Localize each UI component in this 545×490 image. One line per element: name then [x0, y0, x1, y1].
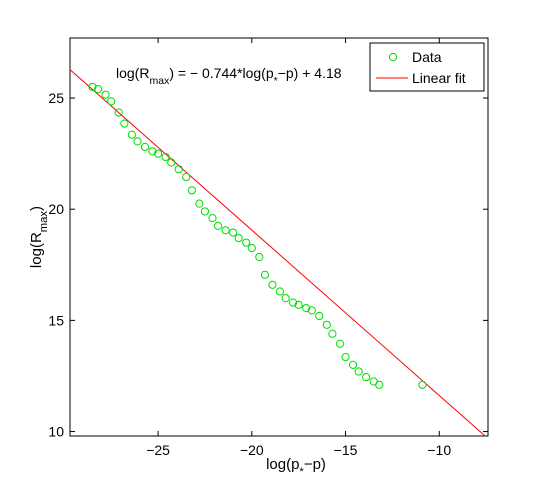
- data-point: [348, 360, 358, 369]
- data-point: [94, 85, 103, 94]
- data-point: [294, 300, 303, 309]
- legend-box: [369, 42, 485, 92]
- data-point: [208, 214, 217, 223]
- linear-fit-line: [69, 69, 486, 437]
- data-point: [281, 294, 290, 303]
- legend: Data Linear fit: [369, 42, 485, 92]
- data-point: [354, 367, 363, 376]
- y-axis-label: log(Rmax): [28, 206, 50, 268]
- legend-fit-label: Linear fit: [412, 70, 466, 86]
- data-point: [228, 228, 238, 237]
- data-points-group: [88, 82, 427, 389]
- data-point: [362, 372, 371, 382]
- fit-line-group: [69, 69, 486, 437]
- x-axis-label: log(p*−p): [266, 456, 326, 478]
- data-point: [322, 320, 331, 329]
- x-tick-label: −20: [240, 442, 264, 458]
- data-point: [328, 329, 337, 338]
- data-point: [255, 252, 264, 262]
- data-point: [133, 137, 142, 146]
- data-point: [200, 207, 210, 216]
- data-point: [375, 380, 384, 389]
- data-point: [161, 152, 170, 162]
- data-point: [234, 234, 243, 243]
- data-point: [315, 311, 324, 321]
- data-point: [148, 147, 157, 156]
- legend-data-label: Data: [412, 49, 442, 65]
- x-tick-label: −10: [427, 442, 451, 458]
- data-point: [182, 172, 191, 182]
- y-tick-label: 20: [48, 201, 64, 217]
- data-point: [247, 244, 256, 253]
- x-tick-label: −25: [146, 442, 170, 458]
- data-point: [101, 90, 110, 99]
- y-tick-label: 10: [48, 424, 64, 440]
- data-point: [88, 82, 97, 92]
- data-point: [335, 339, 345, 348]
- data-point: [275, 287, 285, 296]
- data-point: [174, 165, 183, 174]
- ticks-group: −25 −20 −15 −10 10 15 20 25: [48, 38, 488, 458]
- data-point: [302, 304, 311, 313]
- data-point: [167, 158, 176, 167]
- data-point: [120, 119, 129, 128]
- data-point: [107, 97, 116, 106]
- data-point: [114, 108, 123, 117]
- data-point: [341, 352, 350, 362]
- data-point: [242, 238, 251, 247]
- data-point: [288, 298, 298, 307]
- fit-equation-annotation: log(Rmax) = − 0.744*log(p*−p) + 4.18: [116, 65, 342, 87]
- legend-data-marker: [388, 52, 398, 62]
- data-point: [153, 149, 163, 158]
- y-tick-label: 15: [48, 312, 64, 328]
- data-point: [268, 280, 277, 289]
- plot-area: [69, 37, 489, 437]
- data-point: [260, 270, 270, 279]
- data-point: [418, 380, 427, 389]
- data-point: [195, 199, 204, 208]
- y-tick-label: 25: [48, 90, 64, 106]
- data-point: [187, 186, 196, 195]
- data-point: [213, 221, 223, 230]
- data-point: [127, 130, 136, 139]
- x-tick-label: −15: [334, 442, 358, 458]
- data-point: [140, 142, 150, 152]
- data-point: [307, 306, 316, 315]
- data-point: [221, 226, 230, 235]
